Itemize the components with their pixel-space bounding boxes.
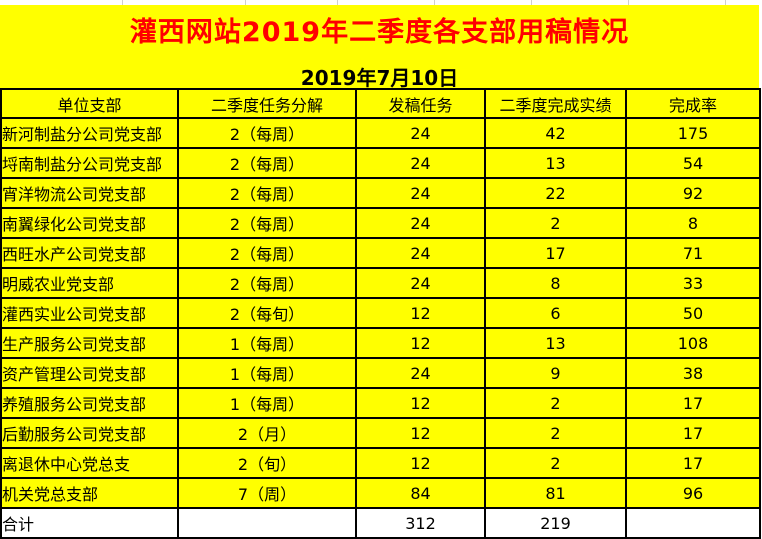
table-row: 宵洋物流公司党支部 2（每周） 24 22 92 [0, 177, 761, 209]
value-cell[interactable]: 81 [484, 477, 627, 509]
value-cell[interactable]: 42 [484, 117, 627, 149]
table-row: 南翼绿化公司党支部 2（每周） 24 2 8 [0, 207, 761, 239]
report-date: 2019年7月10日 [300, 66, 459, 90]
value-cell[interactable]: 7（周） [177, 477, 357, 509]
value-cell[interactable]: 2（每周） [177, 147, 357, 179]
value-cell[interactable]: 13 [484, 147, 627, 179]
value-cell[interactable]: 96 [625, 477, 761, 509]
value-cell[interactable]: 71 [625, 237, 761, 269]
value-cell[interactable]: 38 [625, 357, 761, 389]
value-cell[interactable]: 13 [484, 327, 627, 359]
value-cell[interactable]: 17 [484, 237, 627, 269]
table-row: 新河制盐分公司党支部 2（每周） 24 42 175 [0, 117, 761, 149]
value-cell[interactable]: 17 [625, 447, 761, 479]
value-cell[interactable]: 22 [484, 177, 627, 209]
table-row: 后勤服务公司党支部 2（月） 12 2 17 [0, 417, 761, 449]
header-cell-task-split[interactable]: 二季度任务分解 [177, 88, 357, 119]
unit-name-cell[interactable]: 生产服务公司党支部 [0, 327, 179, 359]
unit-name-cell[interactable]: 埒南制盐分公司党支部 [0, 147, 179, 179]
value-cell[interactable]: 84 [355, 477, 486, 509]
value-cell[interactable]: 2 [484, 447, 627, 479]
value-cell[interactable]: 24 [355, 357, 486, 389]
value-cell[interactable]: 108 [625, 327, 761, 359]
value-cell[interactable]: 1（每周） [177, 327, 357, 359]
value-cell[interactable]: 24 [355, 207, 486, 239]
value-cell[interactable]: 12 [355, 297, 486, 329]
value-cell[interactable]: 17 [625, 417, 761, 449]
value-cell[interactable]: 50 [625, 297, 761, 329]
value-cell[interactable]: 2（每旬） [177, 297, 357, 329]
value-cell[interactable]: 24 [355, 177, 486, 209]
value-cell[interactable]: 24 [355, 147, 486, 179]
value-cell[interactable]: 2 [484, 207, 627, 239]
value-cell[interactable]: 2 [484, 387, 627, 419]
unit-name-cell[interactable]: 机关党总支部 [0, 477, 179, 509]
value-cell[interactable]: 1（每周） [177, 387, 357, 419]
value-cell[interactable]: 2（每周） [177, 177, 357, 209]
value-cell[interactable]: 54 [625, 147, 761, 179]
table-row: 灌西实业公司党支部 2（每旬） 12 6 50 [0, 297, 761, 329]
value-cell[interactable]: 24 [355, 117, 486, 149]
unit-name-cell[interactable]: 养殖服务公司党支部 [0, 387, 179, 419]
value-cell[interactable]: 2（每周） [177, 267, 357, 299]
value-cell[interactable]: 24 [355, 237, 486, 269]
value-cell[interactable]: 8 [625, 207, 761, 239]
header-cell-completed[interactable]: 二季度完成实绩 [484, 88, 627, 119]
table-row: 西旺水产公司党支部 2（每周） 24 17 71 [0, 237, 761, 269]
report-title: 灌西网站2019年二季度各支部用稿情况 [129, 17, 630, 48]
value-cell[interactable]: 12 [355, 417, 486, 449]
unit-name-cell[interactable]: 新河制盐分公司党支部 [0, 117, 179, 149]
table-body: 新河制盐分公司党支部 2（每周） 24 42 175 埒南制盐分公司党支部 2（每周） 24 1… [0, 117, 761, 539]
value-cell[interactable]: 17 [625, 387, 761, 419]
header-cell-rate[interactable]: 完成率 [625, 88, 761, 119]
value-cell[interactable]: 2（月） [177, 417, 357, 449]
table-row: 埒南制盐分公司党支部 2（每周） 24 13 54 [0, 147, 761, 179]
unit-name-cell[interactable]: 宵洋物流公司党支部 [0, 177, 179, 209]
value-cell[interactable]: 2（旬） [177, 447, 357, 479]
value-cell[interactable]: 8 [484, 267, 627, 299]
value-cell[interactable]: 33 [625, 267, 761, 299]
value-cell[interactable]: 6 [484, 297, 627, 329]
value-cell[interactable]: 175 [625, 117, 761, 149]
table-row: 资产管理公司党支部 1（每周） 24 9 38 [0, 357, 761, 389]
header-cell-unit[interactable]: 单位支部 [0, 88, 179, 119]
report-table: 单位支部 二季度任务分解 发稿任务 二季度完成实绩 完成率 新河制盐分公司党支部… [0, 88, 761, 539]
table-row: 生产服务公司党支部 1（每周） 12 13 108 [0, 327, 761, 359]
header-row: 单位支部 二季度任务分解 发稿任务 二季度完成实绩 完成率 [0, 88, 761, 119]
unit-name-cell[interactable]: 西旺水产公司党支部 [0, 237, 179, 269]
value-cell[interactable]: 2（每周） [177, 117, 357, 149]
value-cell[interactable]: 9 [484, 357, 627, 389]
unit-name-cell[interactable]: 南翼绿化公司党支部 [0, 207, 179, 239]
value-cell[interactable]: 2 [484, 417, 627, 449]
table-row: 机关党总支部 7（周） 84 81 96 [0, 477, 761, 509]
value-cell[interactable]: 12 [355, 327, 486, 359]
unit-name-cell[interactable]: 后勤服务公司党支部 [0, 417, 179, 449]
value-cell[interactable]: 12 [355, 387, 486, 419]
unit-name-cell[interactable]: 灌西实业公司党支部 [0, 297, 179, 329]
worksheet-area: 灌西网站2019年二季度各支部用稿情况 2019年7月10日 单位支部 二季度任… [0, 5, 761, 539]
value-cell[interactable]: 1（每周） [177, 357, 357, 389]
header-cell-post-task[interactable]: 发稿任务 [355, 88, 486, 119]
table-row: 养殖服务公司党支部 1（每周） 12 2 17 [0, 387, 761, 419]
table-row: 离退休中心党总支 2（旬） 12 2 17 [0, 447, 761, 479]
table-row: 明威农业党支部 2（每周） 24 8 33 [0, 267, 761, 299]
top-gridline-strip [0, 0, 762, 5]
unit-name-cell[interactable]: 明威农业党支部 [0, 267, 179, 299]
value-cell[interactable]: 2（每周） [177, 207, 357, 239]
value-cell[interactable]: 2（每周） [177, 237, 357, 269]
value-cell[interactable]: 24 [355, 267, 486, 299]
unit-name-cell[interactable]: 资产管理公司党支部 [0, 357, 179, 389]
value-cell[interactable]: 92 [625, 177, 761, 209]
value-cell[interactable]: 12 [355, 447, 486, 479]
unit-name-cell[interactable]: 离退休中心党总支 [0, 447, 179, 479]
